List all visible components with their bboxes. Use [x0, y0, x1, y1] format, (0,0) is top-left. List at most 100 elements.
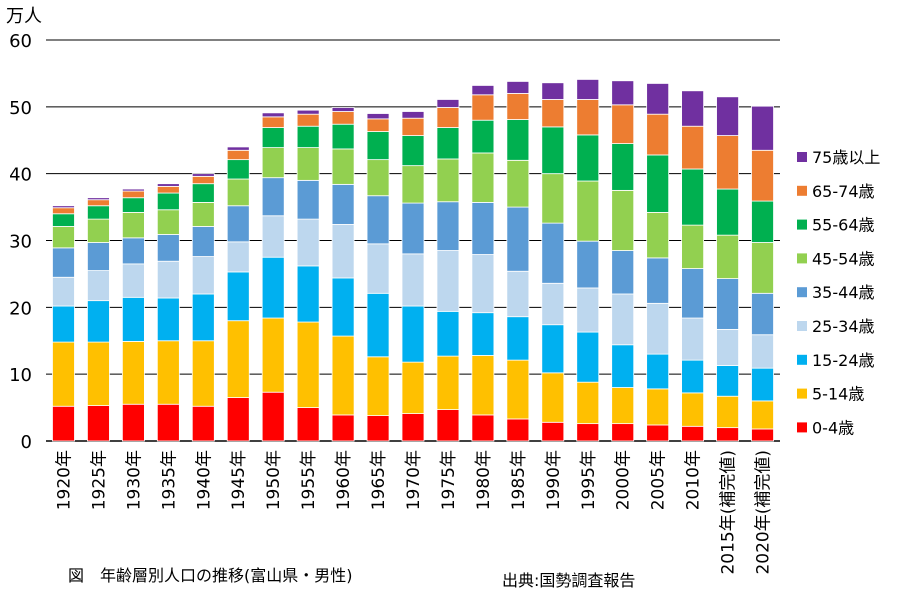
x-tick-label: 1975年 [439, 450, 459, 510]
bar-segment [716, 427, 739, 442]
legend-label: 55-64歳 [812, 216, 875, 235]
bar-segment [52, 247, 75, 278]
x-tick-label: 1950年 [264, 450, 284, 510]
y-axis-unit: 万人 [6, 6, 42, 27]
bar-segment [576, 423, 600, 442]
bar-segment [751, 400, 774, 430]
bar-segment [156, 209, 180, 235]
bar-segment [121, 190, 145, 199]
bar-segment [156, 183, 180, 187]
bar-segment [471, 85, 495, 96]
bar-segment [471, 254, 495, 314]
bar-segment [401, 413, 425, 442]
bar-segment [121, 403, 145, 442]
bar-segment [541, 421, 565, 442]
bar-segment [611, 387, 635, 425]
bar-segment [751, 428, 774, 442]
bar-segment [121, 197, 145, 213]
bar-segment [471, 355, 495, 416]
bar-segment [401, 361, 425, 414]
legend: 75歳以上 65-74歳 55-64歳 45-54歳 35-44歳 25-34歳 15-24… [797, 148, 880, 437]
x-tick-label: 1925年 [89, 450, 109, 510]
bar-segment [646, 353, 670, 390]
x-tick-label: 1940年 [194, 450, 214, 510]
bar-segment [716, 278, 739, 330]
bar-segment [191, 202, 215, 227]
bar-segment [681, 425, 705, 442]
legend-label: 35-44歳 [812, 283, 875, 302]
bar-segment [716, 96, 739, 136]
bar-segment [751, 367, 774, 402]
bar-segment [646, 212, 670, 259]
x-tick-label: 1995年 [579, 450, 599, 510]
bar-segment [87, 205, 110, 220]
bar-segment [331, 414, 355, 442]
bar-segment [87, 197, 110, 201]
bar-segment [751, 292, 774, 336]
bar-segment [87, 199, 110, 207]
bar-segment [541, 99, 565, 128]
bar-segment [121, 237, 145, 265]
bar-segment [191, 340, 215, 407]
bar-segment [191, 183, 215, 203]
bar-segment [52, 207, 75, 215]
bar-segment [646, 424, 670, 442]
bar-segment [436, 107, 460, 128]
bar-segment [296, 113, 320, 127]
x-tick-label: 2005年 [649, 450, 669, 510]
bar-segment [191, 256, 215, 295]
bar-segment [576, 381, 600, 425]
x-tick-label: 2010年 [684, 450, 704, 510]
legend-label: 5-14歳 [812, 385, 864, 404]
bar-segment [541, 82, 565, 100]
x-tick-label: 1985年 [509, 450, 529, 510]
bar-segment [471, 94, 495, 121]
bar-segment [646, 388, 670, 426]
bar-segment [261, 317, 285, 393]
bar-segment [121, 296, 145, 342]
bar-segment [611, 423, 635, 442]
x-tick-label: 1960年 [334, 450, 354, 510]
x-tick-label: 1965年 [369, 450, 389, 510]
bar-segment [716, 188, 739, 236]
bar-segment [646, 302, 670, 355]
x-tick-label: 1930年 [124, 450, 144, 510]
bar-segment [52, 305, 75, 343]
bar-segment [576, 240, 600, 289]
bar-segment [261, 127, 285, 149]
bar-segment [52, 205, 75, 209]
bar-segment [681, 392, 705, 427]
bar-segment [331, 148, 355, 185]
bar-segment [261, 147, 285, 179]
bar-segment [366, 159, 390, 197]
bar-segment [296, 218, 320, 267]
bar-segment [52, 276, 75, 307]
bar-segment [261, 256, 285, 319]
x-axis-labels: 1920年 1925年 1930年 1935年 1940年 1945年 1950年 1955年… [54, 450, 773, 575]
bar-segment [296, 321, 320, 408]
bar-segment [156, 403, 180, 442]
bar-segment [191, 293, 215, 342]
bar-segment [191, 175, 215, 185]
bar-segment [576, 180, 600, 242]
bar-segment [52, 226, 75, 249]
bar-segment [401, 117, 425, 136]
bar-segment [716, 135, 739, 190]
bar-segment [436, 201, 460, 251]
bar-segment [681, 90, 705, 127]
bar-segment [296, 179, 320, 220]
bar-segment [541, 324, 565, 374]
x-tick-label: 2015年(補完値) [719, 450, 739, 575]
bar-segment [331, 335, 355, 416]
y-tick-label: 0 [21, 432, 32, 453]
bar-segment [436, 355, 460, 410]
bar-segment [576, 331, 600, 383]
bars [52, 79, 774, 442]
bar-segment [331, 183, 355, 225]
bar-segment [366, 356, 390, 417]
bar-segment [681, 224, 705, 269]
bar-segment [681, 168, 705, 226]
x-tick-label: 1970年 [404, 450, 424, 510]
bar-segment [121, 188, 145, 192]
legend-swatch [797, 185, 807, 196]
